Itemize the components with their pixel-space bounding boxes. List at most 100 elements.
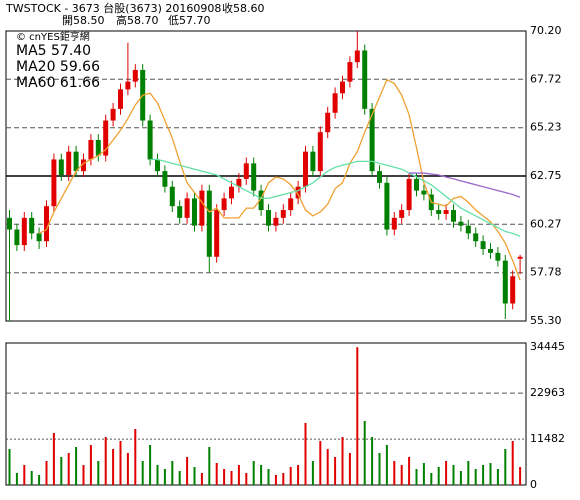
volume-bar <box>15 473 18 485</box>
source: © cnYES鉅亨網 <box>16 30 90 43</box>
candle-body <box>369 108 375 172</box>
candle-body <box>288 198 294 211</box>
candle-body <box>488 248 493 253</box>
candle-body <box>325 112 331 133</box>
volume-bar <box>459 471 462 485</box>
y-tick-label: 65.23 <box>530 121 562 134</box>
volume-bar <box>274 475 277 485</box>
candle-body <box>251 163 257 191</box>
candle-body <box>406 178 412 211</box>
volume-panel <box>5 342 527 486</box>
volume-bar <box>186 457 189 485</box>
candle-body <box>421 190 427 195</box>
volume-bar <box>89 445 92 485</box>
volume-bar <box>237 465 240 485</box>
candle-body <box>51 159 57 207</box>
volume-bar <box>422 463 425 485</box>
volume-bar <box>193 467 196 485</box>
volume-bar <box>393 461 396 485</box>
volume-bar <box>112 449 115 485</box>
volume-bar <box>334 457 337 485</box>
candle-body <box>436 210 442 214</box>
volume-bar <box>319 441 322 485</box>
candle-body <box>206 190 212 257</box>
candle-body <box>169 186 175 207</box>
candle-body <box>458 221 464 226</box>
candle-body <box>347 62 353 82</box>
volume-bar <box>119 441 122 485</box>
candle-body <box>7 217 12 230</box>
candle-body <box>362 50 368 109</box>
volume-bar <box>430 473 433 485</box>
candle-body <box>354 50 360 63</box>
candle-body <box>44 206 49 242</box>
candle-body <box>184 198 190 218</box>
ma-line <box>150 158 521 237</box>
candle-body <box>110 108 116 121</box>
candle-body <box>384 182 390 230</box>
volume-bar <box>356 347 359 485</box>
candle-body <box>73 151 79 172</box>
candle-body <box>517 256 523 259</box>
volume-bar <box>489 463 492 485</box>
candle-body <box>266 210 271 226</box>
volume-bar <box>156 465 159 485</box>
y-tick-label: 34445 <box>530 340 565 353</box>
candle-body <box>473 233 479 242</box>
volume-bar <box>385 445 388 485</box>
candle-body <box>332 93 338 113</box>
volume-bar <box>415 469 418 485</box>
candle-body <box>414 178 419 191</box>
volume-bar <box>149 445 152 485</box>
candle-body <box>303 151 308 187</box>
candle-body <box>221 198 227 211</box>
volume-bar <box>215 463 218 485</box>
volume-bar <box>482 465 485 485</box>
candle-body <box>243 163 249 179</box>
volume-bar <box>326 449 329 485</box>
volume-bar <box>75 447 78 485</box>
volume-bar <box>8 449 11 485</box>
candle-body <box>66 151 72 176</box>
volume-bar <box>496 469 499 485</box>
volume-bar <box>230 471 233 485</box>
volume-bar <box>178 471 181 485</box>
volume-bar <box>141 461 144 485</box>
legend-entry: MA5 57.40 <box>16 43 91 59</box>
candle-body <box>377 171 382 183</box>
volume-bar <box>163 469 166 485</box>
candle-body <box>36 233 42 242</box>
volume-bar <box>400 465 403 485</box>
volume-bar <box>467 461 470 485</box>
volume-bar <box>134 429 137 485</box>
candle-body <box>258 190 264 211</box>
y-tick-label: 67.72 <box>530 72 562 85</box>
candle-body <box>391 217 397 230</box>
volume-bar <box>67 453 70 485</box>
volume-bar <box>171 461 174 485</box>
candle-body <box>214 210 220 257</box>
candle-body <box>103 120 109 156</box>
candle-body <box>510 276 516 304</box>
candle-body <box>162 171 168 187</box>
candle-body <box>317 132 323 172</box>
volume-bar <box>363 421 366 485</box>
y-tick-label: 11482 <box>530 432 565 445</box>
volume-bar <box>252 461 255 485</box>
candle-body <box>236 178 242 187</box>
volume-bar <box>511 441 514 485</box>
y-tick-label: 70.20 <box>530 24 562 37</box>
volume-bar <box>304 423 307 485</box>
volume-bar <box>104 437 107 485</box>
candle-body <box>451 210 456 222</box>
y-tick-label: 57.78 <box>530 266 562 279</box>
candle-body <box>310 151 316 172</box>
candle-body <box>95 139 101 156</box>
volume-bar <box>245 473 248 485</box>
header-low: 低57.70 <box>168 14 211 27</box>
candle-body <box>58 159 64 176</box>
candle-body <box>280 210 286 218</box>
volume-bar <box>208 447 211 485</box>
volume-bar <box>311 461 314 485</box>
volume-bar <box>23 465 26 485</box>
